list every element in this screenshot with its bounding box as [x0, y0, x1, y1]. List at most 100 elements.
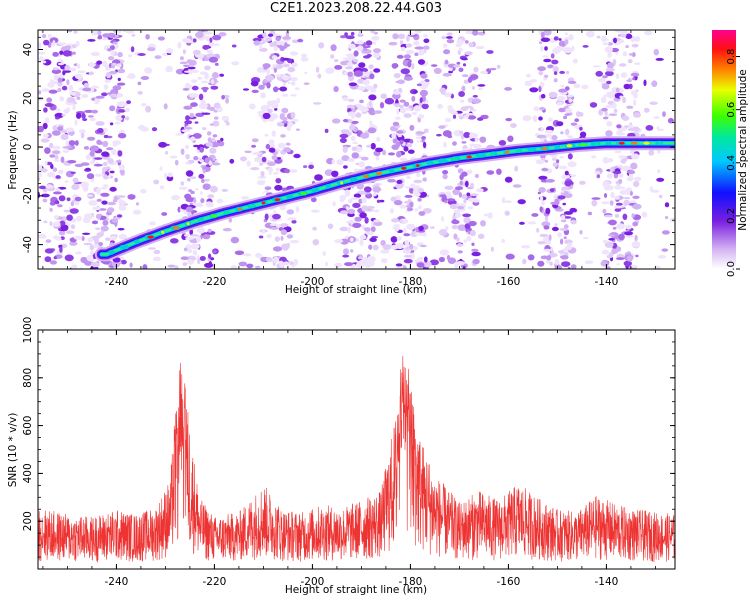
- noise-speckle: [126, 100, 132, 105]
- noise-speckle: [396, 236, 402, 241]
- noise-speckle: [372, 41, 377, 45]
- noise-speckle: [125, 116, 130, 121]
- noise-speckle: [192, 49, 201, 55]
- noise-speckle: [411, 63, 415, 70]
- noise-speckle: [91, 109, 98, 114]
- noise-speckle: [262, 31, 267, 38]
- noise-speckle: [240, 196, 250, 200]
- noise-speckle: [413, 90, 418, 94]
- noise-speckle: [312, 226, 317, 231]
- noise-speckle: [446, 254, 451, 261]
- noise-speckle: [620, 72, 628, 78]
- noise-speckle: [87, 136, 96, 141]
- noise-speckle: [291, 39, 299, 44]
- ridge-peak: [594, 142, 599, 146]
- noise-speckle: [272, 40, 278, 47]
- noise-speckle: [529, 87, 539, 93]
- noise-speckle: [38, 164, 43, 170]
- noise-speckle: [618, 233, 625, 241]
- noise-speckle: [563, 224, 569, 229]
- noise-speckle: [608, 185, 614, 191]
- noise-speckle: [255, 253, 263, 258]
- noise-speckle: [282, 93, 289, 97]
- noise-speckle: [202, 44, 210, 50]
- snr-y-label: SNR (10 * v/v): [7, 413, 19, 488]
- noise-speckle: [48, 142, 54, 149]
- colorbar-tick-label: 0.8: [726, 49, 737, 65]
- noise-speckle: [460, 106, 469, 111]
- noise-speckle: [282, 36, 292, 40]
- noise-speckle: [606, 254, 613, 259]
- noise-speckle: [167, 172, 173, 178]
- noise-speckle: [657, 254, 667, 259]
- noise-speckle: [202, 127, 207, 131]
- noise-speckle: [465, 30, 473, 34]
- noise-speckle: [373, 31, 379, 35]
- noise-speckle: [272, 172, 279, 175]
- noise-speckle: [104, 79, 111, 83]
- noise-speckle: [538, 116, 543, 121]
- noise-speckle: [42, 34, 47, 39]
- noise-speckle: [537, 191, 541, 195]
- noise-speckle: [363, 55, 371, 59]
- noise-speckle: [114, 34, 119, 38]
- noise-speckle: [361, 197, 367, 204]
- noise-speckle: [405, 49, 415, 55]
- noise-speckle: [195, 187, 199, 191]
- noise-speckle: [414, 30, 422, 34]
- noise-speckle: [344, 66, 353, 70]
- noise-speckle: [362, 79, 370, 86]
- noise-speckle: [51, 69, 62, 74]
- noise-speckle: [530, 79, 537, 83]
- noise-speckle: [471, 242, 475, 246]
- noise-speckle: [131, 34, 136, 37]
- noise-speckle: [62, 149, 70, 153]
- noise-speckle: [459, 99, 465, 103]
- noise-speckle: [472, 143, 482, 149]
- noise-speckle: [601, 107, 608, 112]
- noise-speckle: [297, 38, 304, 43]
- noise-speckle: [570, 122, 578, 126]
- noise-speckle: [591, 197, 601, 200]
- noise-speckle: [545, 207, 551, 215]
- noise-speckle: [95, 227, 101, 230]
- noise-speckle: [400, 68, 410, 75]
- noise-speckle: [120, 170, 124, 176]
- ridge-peak: [248, 204, 255, 208]
- noise-speckle: [597, 78, 607, 83]
- noise-speckle: [127, 73, 136, 80]
- noise-speckle: [359, 234, 367, 240]
- noise-speckle: [185, 236, 195, 240]
- noise-speckle: [444, 118, 452, 123]
- noise-speckle: [595, 70, 603, 77]
- noise-speckle: [190, 243, 200, 250]
- noise-speckle: [141, 103, 147, 107]
- noise-speckle: [231, 61, 240, 66]
- noise-speckle: [563, 47, 573, 54]
- noise-speckle: [190, 190, 195, 195]
- noise-speckle: [562, 202, 566, 206]
- noise-speckle: [94, 157, 103, 160]
- noise-speckle: [171, 194, 180, 201]
- noise-speckle: [615, 73, 620, 79]
- noise-speckle: [82, 232, 91, 235]
- noise-speckle: [272, 246, 283, 252]
- noise-speckle: [458, 113, 462, 117]
- noise-speckle: [343, 165, 348, 169]
- noise-speckle: [209, 147, 217, 154]
- noise-speckle: [414, 52, 419, 57]
- noise-speckle: [129, 262, 133, 268]
- noise-speckle: [421, 136, 426, 140]
- noise-speckle: [608, 238, 615, 241]
- noise-speckle: [216, 198, 224, 204]
- y-tick-label: 800: [22, 368, 34, 388]
- noise-speckle: [158, 141, 168, 148]
- noise-speckle: [112, 199, 118, 203]
- noise-speckle: [103, 84, 109, 90]
- noise-speckle: [339, 137, 347, 144]
- noise-speckle: [618, 173, 624, 178]
- noise-speckle: [264, 133, 269, 137]
- noise-speckle: [74, 201, 80, 206]
- noise-speckle: [280, 223, 289, 228]
- noise-speckle: [382, 149, 387, 156]
